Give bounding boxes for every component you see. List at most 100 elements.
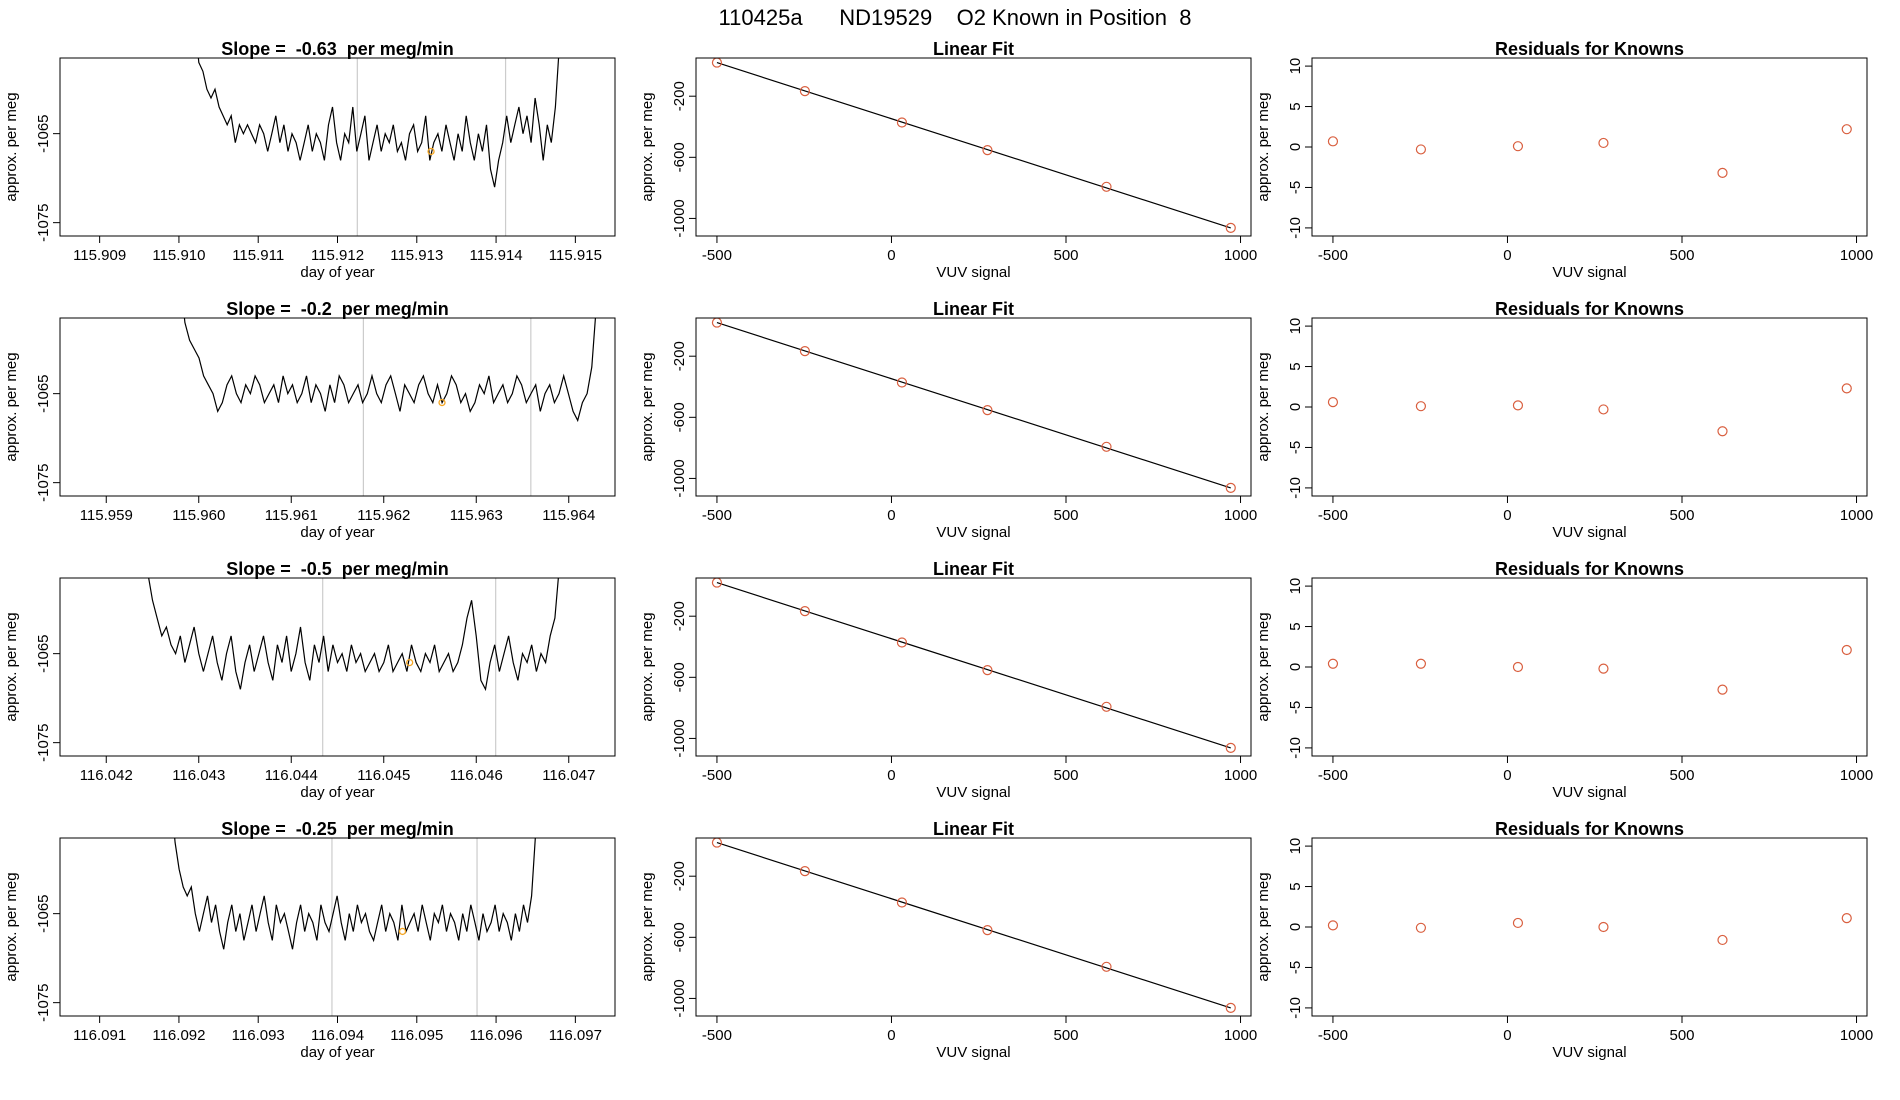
fit-panel-1: -500 0 500 1000 -200 -600 -1000 VUV signal appro… — [639, 39, 1257, 281]
panel-title: Slope = -0.2 per meg/min — [226, 299, 449, 319]
data-point — [896, 637, 908, 648]
x-tick-label: -500 — [702, 767, 732, 784]
data-point — [1101, 701, 1112, 712]
data-point — [1598, 404, 1609, 415]
fit-line — [716, 62, 1231, 229]
data-point — [799, 86, 811, 97]
data-point — [1327, 658, 1339, 669]
x-tick-label: -500 — [1318, 247, 1348, 264]
data-point — [982, 145, 993, 156]
y-tick-label: -1075 — [35, 463, 52, 501]
y-tick-label: -600 — [671, 922, 688, 952]
y-tick-label: -10 — [1287, 217, 1304, 239]
x-tick-label: 116.095 — [390, 1027, 443, 1044]
series-line — [197, 58, 560, 188]
data-point — [1512, 141, 1524, 152]
residuals-panel-4: -500 0 500 1000 10 5 0 -5 -10 VUV signal approx. p… — [1255, 819, 1873, 1061]
y-axis-label: approx. per meg — [3, 352, 20, 461]
plot-frame — [695, 317, 1252, 497]
data-point — [1512, 917, 1524, 929]
y-axis-label: approx. per meg — [639, 352, 656, 461]
x-tick-label: 0 — [887, 767, 895, 784]
y-tick-label: 10 — [1287, 838, 1304, 855]
x-tick-label: 1000 — [1840, 507, 1873, 524]
y-tick-label: 0 — [1287, 403, 1304, 411]
x-tick-label: 116.093 — [232, 1027, 285, 1044]
x-tick-label: 115.963 — [450, 507, 503, 524]
panel-title: Residuals for Knowns — [1495, 819, 1684, 839]
y-tick-label: -10 — [1287, 477, 1304, 499]
fit-line — [716, 582, 1231, 749]
x-axis-label: VUV signal — [936, 784, 1010, 801]
y-axis-label: approx. per meg — [639, 92, 656, 201]
x-tick-label: 500 — [1669, 247, 1694, 264]
x-tick-label: 0 — [887, 1027, 895, 1044]
x-tick-label: 115.911 — [232, 247, 284, 264]
data-point — [1101, 961, 1112, 972]
plot-frame — [1311, 837, 1868, 1017]
x-tick-label: 1000 — [1840, 767, 1873, 784]
y-tick-label: -1075 — [35, 983, 52, 1021]
plot-frame — [59, 837, 616, 1017]
fit-line — [716, 842, 1231, 1009]
data-point — [1598, 921, 1609, 933]
data-point — [1717, 426, 1728, 437]
plot-frame — [695, 57, 1252, 237]
x-tick-label: 116.094 — [311, 1027, 364, 1044]
data-point — [1512, 661, 1524, 673]
x-tick-label: -500 — [1318, 767, 1348, 784]
panel-title: Linear Fit — [933, 819, 1014, 839]
x-axis-label: day of year — [300, 524, 374, 541]
data-point — [799, 346, 811, 357]
series-line — [174, 838, 536, 950]
y-axis-label: approx. per meg — [639, 612, 656, 721]
data-point — [896, 897, 908, 908]
x-axis-label: VUV signal — [1552, 264, 1626, 281]
y-tick-label: -10 — [1287, 737, 1304, 759]
y-tick-label: 10 — [1287, 58, 1304, 75]
data-point — [1225, 222, 1236, 234]
data-point — [1101, 181, 1112, 192]
x-tick-label: 1000 — [1840, 247, 1873, 264]
y-tick-label: 0 — [1287, 663, 1304, 671]
x-tick-label: -500 — [702, 1027, 732, 1044]
y-tick-label: -5 — [1287, 961, 1304, 974]
data-point — [1225, 742, 1236, 754]
fit-panel-2: -500 0 500 1000 -200 -600 -1000 VUV signal appro… — [639, 299, 1257, 541]
data-point — [1841, 644, 1852, 656]
y-axis-label: approx. per meg — [639, 872, 656, 981]
x-axis-label: day of year — [300, 264, 374, 281]
data-point — [1327, 397, 1339, 408]
fit-line — [716, 322, 1231, 489]
data-point — [896, 377, 908, 388]
data-point — [982, 925, 993, 936]
data-point — [1512, 400, 1524, 411]
data-point — [1415, 922, 1427, 933]
plot-area — [197, 58, 560, 236]
x-axis-label: VUV signal — [1552, 524, 1626, 541]
y-tick-label: -1065 — [35, 374, 52, 412]
data-point — [1841, 124, 1852, 135]
x-tick-label: -500 — [1318, 507, 1348, 524]
x-tick-label: 116.046 — [450, 767, 503, 784]
panel-title: Slope = -0.5 per meg/min — [226, 559, 449, 579]
data-point — [1598, 137, 1609, 149]
panel-title: Slope = -0.63 per meg/min — [221, 39, 454, 59]
y-tick-label: 10 — [1287, 578, 1304, 595]
timeseries-panel-4: 116.091 116.092 116.093 116.094 116.095 116.0… — [3, 819, 616, 1061]
panel-title: Slope = -0.25 per meg/min — [221, 819, 454, 839]
data-point — [1717, 934, 1728, 946]
x-tick-label: 115.913 — [390, 247, 443, 264]
y-tick-label: 5 — [1287, 102, 1304, 110]
y-tick-label: 5 — [1287, 362, 1304, 370]
x-tick-label: 1000 — [1224, 507, 1257, 524]
plot-area — [1327, 644, 1852, 695]
timeseries-panel-3: 116.042 116.043 116.044 116.045 116.046 116.0… — [3, 559, 616, 801]
figure-title: 110425a ND19529 O2 Known in Position 8 — [719, 5, 1192, 30]
x-axis-label: VUV signal — [1552, 1044, 1626, 1061]
x-tick-label: 116.091 — [73, 1027, 126, 1044]
y-tick-label: -1000 — [671, 979, 688, 1017]
data-point — [1225, 1002, 1236, 1014]
y-tick-label: -600 — [671, 662, 688, 692]
fit-panel-4: -500 0 500 1000 -200 -600 -1000 VUV signal appro… — [639, 819, 1257, 1061]
